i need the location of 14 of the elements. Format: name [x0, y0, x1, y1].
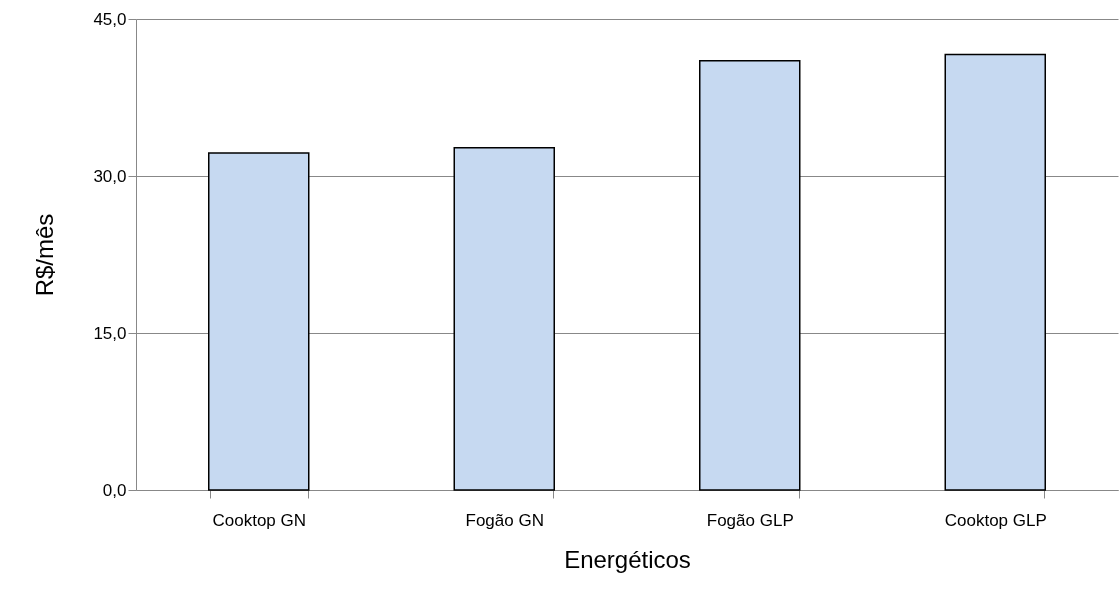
bar — [944, 53, 1046, 491]
y-tick-label: 30,0 — [93, 166, 127, 186]
bar — [699, 60, 801, 491]
y-tick-label: 45,0 — [93, 9, 127, 29]
y-tick-label: 15,0 — [93, 323, 127, 343]
bar — [453, 146, 555, 491]
x-axis-title: Energéticos — [564, 545, 691, 573]
bar — [208, 152, 310, 491]
y-axis-title: R$/mês — [31, 213, 59, 297]
y-tick-label: 0,0 — [102, 480, 127, 500]
x-tick-label: Fogão GLP — [706, 510, 794, 530]
x-tick-label: Cooktop GN — [212, 510, 307, 530]
x-tick-label: Fogão GN — [465, 510, 544, 530]
x-tick-label: Cooktop GLP — [944, 510, 1047, 530]
